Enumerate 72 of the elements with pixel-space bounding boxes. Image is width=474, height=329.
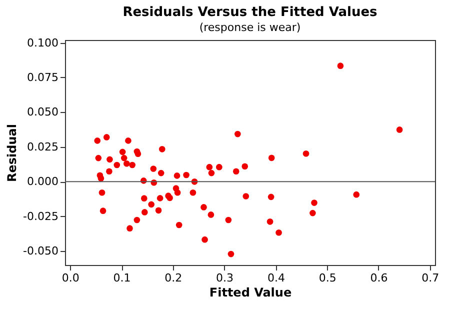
- point: [98, 189, 106, 196]
- point: [106, 168, 112, 175]
- y-tick-label: -0.050: [23, 244, 58, 258]
- point: [266, 218, 274, 225]
- point: [176, 222, 182, 228]
- chart-subtitle: (response is wear): [199, 20, 301, 34]
- x-tick-label: 0.1: [113, 272, 131, 284]
- point: [202, 236, 208, 243]
- x-tick-label: 0.7: [422, 272, 440, 284]
- point: [156, 195, 164, 202]
- point: [129, 162, 136, 168]
- point: [124, 160, 130, 167]
- point: [208, 170, 215, 176]
- y-axis-title: Residual: [5, 124, 20, 182]
- point: [242, 163, 248, 170]
- x-tick-label: 0.3: [216, 272, 234, 284]
- point: [114, 162, 120, 168]
- y-tick-label: 0.000: [27, 175, 58, 188]
- point: [166, 194, 173, 202]
- point: [126, 225, 133, 232]
- y-tick-label: 0.025: [27, 140, 58, 154]
- y-tick-label: 0.050: [27, 106, 58, 119]
- point: [190, 189, 196, 196]
- point: [337, 62, 344, 69]
- y-tick-label: 0.075: [27, 71, 58, 84]
- point: [242, 193, 250, 200]
- point: [232, 168, 240, 175]
- point: [208, 212, 214, 218]
- y-tick-label: -0.025: [23, 210, 58, 223]
- chart-title: Residuals Versus the Fitted Values: [122, 4, 378, 20]
- point: [302, 150, 310, 157]
- point: [225, 216, 232, 224]
- point: [268, 154, 275, 162]
- x-tick-label: 0.5: [318, 272, 336, 284]
- x-tick-label: 0.4: [267, 272, 285, 284]
- point: [148, 201, 154, 208]
- point: [174, 189, 181, 196]
- point: [134, 150, 142, 158]
- point: [150, 166, 157, 172]
- point: [155, 207, 162, 214]
- point: [120, 154, 128, 162]
- point: [94, 138, 101, 144]
- point: [353, 191, 360, 198]
- point: [140, 195, 148, 202]
- point: [310, 210, 316, 216]
- point: [98, 175, 104, 182]
- point: [141, 209, 148, 216]
- point: [174, 172, 180, 179]
- y-tick-label: 0.100: [27, 36, 58, 50]
- point: [100, 208, 106, 214]
- point: [158, 170, 164, 176]
- point: [106, 156, 113, 163]
- point: [119, 148, 126, 156]
- point: [158, 146, 166, 152]
- point: [396, 126, 403, 133]
- point: [311, 200, 318, 206]
- point: [103, 134, 110, 140]
- point: [228, 250, 234, 258]
- point: [276, 229, 282, 236]
- x-tick-label: 0.6: [370, 272, 388, 284]
- point: [200, 204, 207, 210]
- x-tick-label: 0.2: [164, 272, 182, 284]
- point: [206, 164, 213, 170]
- point: [216, 164, 222, 170]
- point: [134, 216, 140, 224]
- point: [95, 154, 102, 162]
- x-tick-label: 0.0: [62, 272, 80, 284]
- point: [268, 194, 274, 200]
- point: [234, 130, 241, 138]
- x-axis-title: Fitted Value: [209, 286, 292, 300]
- point: [183, 172, 190, 178]
- point: [125, 138, 132, 144]
